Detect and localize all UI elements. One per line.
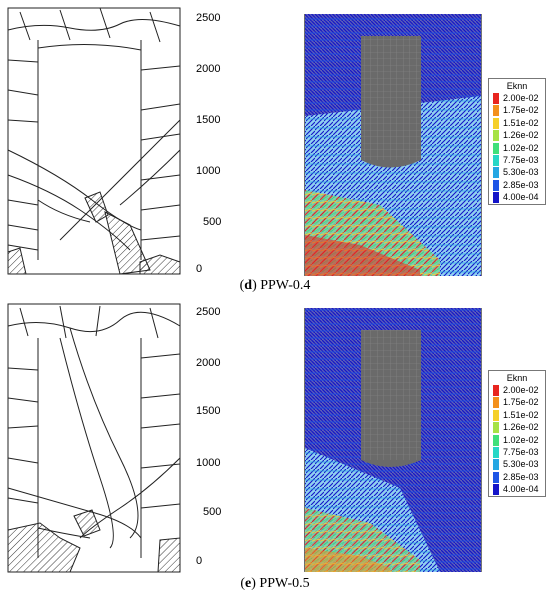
legend-label: 1.51e-02	[503, 409, 539, 420]
legend-label: 2.85e-03	[503, 471, 539, 482]
legend-swatch	[493, 105, 499, 117]
legend-entry: 1.51e-02	[489, 409, 545, 421]
legend-swatch	[493, 142, 499, 154]
legend-label: 2.00e-02	[503, 385, 539, 395]
legend-entry: 1.02e-02	[489, 142, 545, 154]
panel-e-drawings	[7, 303, 482, 573]
legend-title: Eknn	[506, 373, 528, 383]
legend-label: 2.85e-03	[503, 179, 539, 190]
legend-label: 1.75e-02	[503, 397, 539, 408]
panel-e: 2500 2000 1500 1000 500 0 Eknn 2.00e-02 1…	[0, 298, 550, 596]
legend-entry: 1.26e-02	[489, 421, 545, 434]
legend-entry: 1.75e-02	[489, 104, 545, 117]
legend-entry: 1.51e-02	[489, 117, 545, 129]
legend-entry: 5.30e-03	[489, 458, 545, 471]
legend-entry: 2.85e-03	[489, 471, 545, 483]
ytick-1000: 1000	[196, 165, 221, 177]
legend-entry: 4.00e-04	[489, 191, 545, 204]
ytick-2000: 2000	[196, 63, 221, 75]
legend-label: 5.30e-03	[503, 459, 539, 470]
legend-label: 1.51e-02	[503, 117, 539, 128]
legend-label: 1.26e-02	[503, 130, 539, 141]
legend-entry: 1.75e-02	[489, 396, 545, 409]
legend-entry: 4.00e-04	[489, 483, 545, 496]
crack-sketch-e	[7, 303, 181, 573]
legend-entry: 5.30e-03	[489, 166, 545, 179]
legend-e: Eknn 2.00e-02 1.75e-02 1.51e-02 1.26e-02 1.0…	[488, 370, 546, 497]
legend-swatch	[493, 154, 499, 166]
legend-swatch	[493, 434, 499, 446]
legend-swatch	[493, 459, 499, 471]
legend-swatch	[493, 484, 499, 496]
legend-swatch	[493, 446, 499, 458]
legend-entry: 7.75e-03	[489, 446, 545, 458]
legend-entry: 2.85e-03	[489, 179, 545, 191]
legend-entry: 1.02e-02	[489, 434, 545, 446]
legend-entry: 1.26e-02	[489, 129, 545, 142]
legend-swatch	[493, 422, 499, 434]
legend-entry: 2.00e-02	[489, 92, 545, 104]
legend-swatch	[493, 385, 499, 396]
legend-label: 1.02e-02	[503, 434, 539, 445]
legend-swatch	[493, 167, 499, 179]
legend-swatch	[493, 117, 499, 129]
legend-label: 4.00e-04	[503, 192, 539, 203]
crack-sketch-d	[7, 7, 181, 275]
caption-d: (d) PPW-0.4	[239, 278, 311, 293]
caption-letter: d	[244, 278, 253, 293]
legend-label: 1.75e-02	[503, 105, 539, 116]
ytick-2000: 2000	[196, 357, 221, 369]
legend-swatch	[493, 93, 499, 104]
legend-swatch	[493, 179, 499, 191]
legend-label: 5.30e-03	[503, 167, 539, 178]
panel-d: 2500 2000 1500 1000 500 0 Eknn 2.00e-02 1…	[0, 0, 550, 298]
legend-label: 2.00e-02	[503, 93, 539, 103]
legend-label: 1.02e-02	[503, 142, 539, 153]
ytick-1000: 1000	[196, 457, 221, 469]
legend-label: 7.75e-03	[503, 446, 539, 457]
legend-entry: 2.00e-02	[489, 384, 545, 396]
caption-letter: e	[245, 576, 252, 591]
legend-label: 1.26e-02	[503, 422, 539, 433]
legend-label: 4.00e-04	[503, 484, 539, 495]
legend-label: 7.75e-03	[503, 154, 539, 165]
ytick-2500: 2500	[196, 306, 221, 318]
ytick-500: 500	[203, 216, 222, 228]
legend-swatch	[493, 409, 499, 421]
legend-entry: 7.75e-03	[489, 154, 545, 166]
caption-e: (e) PPW-0.5	[240, 576, 310, 591]
caption-text: ) PPW-0.4	[252, 278, 311, 293]
panel-d-drawings	[7, 7, 482, 276]
ytick-1500: 1500	[196, 114, 221, 126]
ytick-2500: 2500	[196, 12, 221, 24]
caption-text: ) PPW-0.5	[251, 576, 310, 591]
ytick-0: 0	[196, 263, 203, 275]
legend-swatch	[493, 130, 499, 142]
strain-contour-d	[304, 14, 482, 276]
legend-swatch	[493, 471, 499, 483]
ytick-0: 0	[196, 555, 203, 567]
ytick-1500: 1500	[196, 405, 221, 417]
strain-contour-e	[304, 308, 482, 572]
legend-swatch	[493, 192, 499, 204]
legend-d: Eknn 2.00e-02 1.75e-02 1.51e-02 1.26e-02 1.0…	[488, 78, 546, 205]
legend-title: Eknn	[506, 81, 528, 91]
legend-swatch	[493, 397, 499, 409]
ytick-500: 500	[203, 506, 222, 518]
